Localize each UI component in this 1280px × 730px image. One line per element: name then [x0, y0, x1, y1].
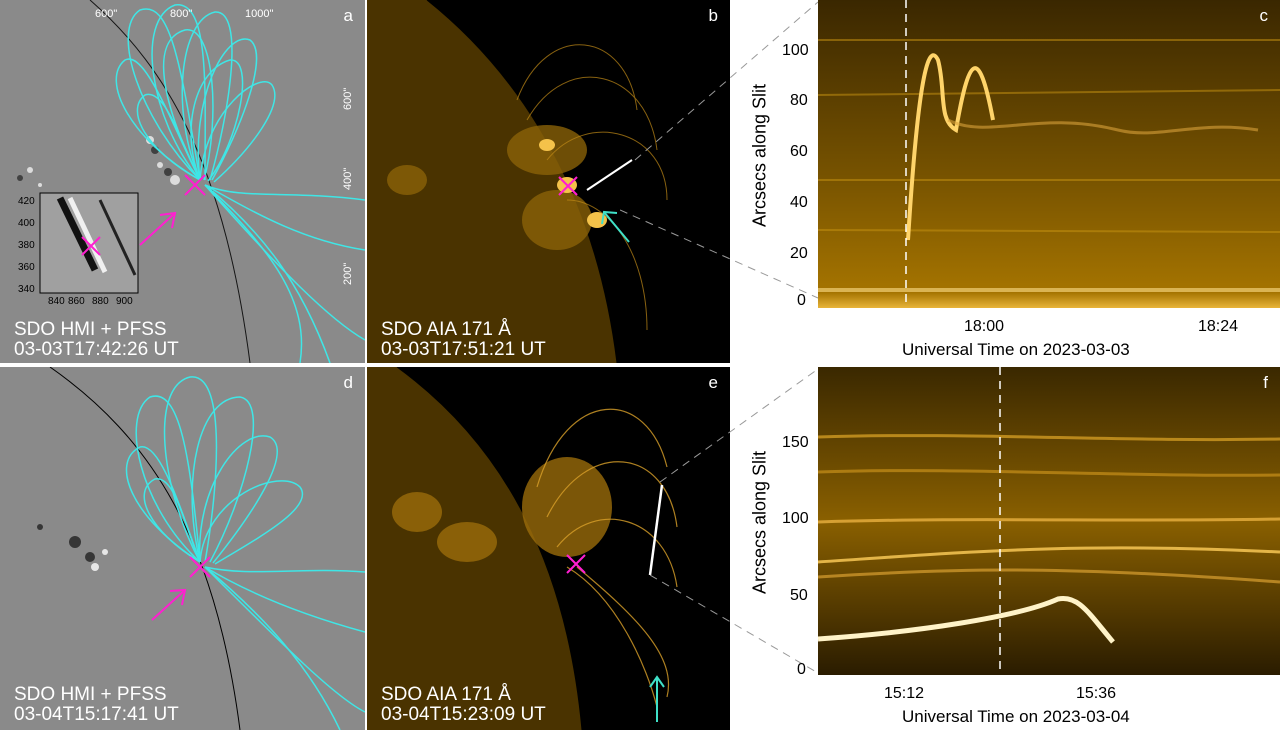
f-y-tick-0: 0: [797, 661, 806, 678]
caption-a-line1: SDO HMI + PFSS: [14, 319, 167, 340]
caption-a-line2: 03-03T17:42:26 UT: [14, 339, 179, 360]
f-y-axis-label: Arcsecs along Slit: [749, 450, 770, 595]
x-tick-800: 800": [170, 8, 193, 20]
caption-e-line2: 03-04T15:23:09 UT: [381, 704, 546, 725]
panel-c-time-distance: c: [818, 0, 1280, 308]
caption-b-line2: 03-03T17:51:21 UT: [381, 339, 546, 360]
c-y-tick-0: 0: [797, 292, 806, 309]
y-tick-600: 600": [342, 87, 354, 110]
panel-label-a: a: [343, 6, 353, 25]
inset-y-tick: 400: [18, 218, 35, 229]
panel-label-c: c: [1259, 6, 1269, 25]
f-x-tick-1512: 15:12: [884, 685, 925, 702]
caption-d-line1: SDO HMI + PFSS: [14, 684, 167, 705]
panel-label-d: d: [343, 373, 353, 392]
inset-x-tick: 880: [92, 296, 109, 307]
f-y-tick-100: 100: [782, 510, 809, 527]
c-y-tick-20: 20: [790, 245, 808, 262]
x-tick-1000: 1000": [245, 8, 274, 20]
f-y-tick-150: 150: [782, 434, 809, 451]
panel-f-time-distance: f: [818, 367, 1280, 675]
inset-y-tick: 420: [18, 196, 35, 207]
y-tick-400: 400": [342, 167, 354, 190]
slit-connector-f: [650, 368, 819, 674]
c-y-tick-60: 60: [790, 143, 808, 160]
inset-x-tick: 860: [68, 296, 85, 307]
panel-label-b: b: [708, 6, 718, 25]
panel-a-hmi-pfss: a 600" 800" 1000" 600" 400" 200" 420 400…: [0, 0, 365, 363]
panel-b-aia171: b SDO AIA 171 Å 03-03T17:51:21 UT: [367, 0, 730, 363]
c-x-axis-label: Universal Time on 2023-03-03: [902, 340, 1130, 359]
c-y-axis-label: Arcsecs along Slit: [749, 83, 770, 228]
inset-x-tick: 840: [48, 296, 65, 307]
f-x-tick-1536: 15:36: [1076, 685, 1117, 702]
f-y-tick-50: 50: [790, 587, 808, 604]
c-y-tick-100: 100: [782, 42, 809, 59]
panel-label-f: f: [1263, 373, 1268, 392]
c-y-tick-80: 80: [790, 92, 808, 109]
c-x-tick-1824: 18:24: [1198, 318, 1239, 335]
panel-label-e: e: [708, 373, 718, 392]
y-tick-200: 200": [342, 262, 354, 285]
caption-e-line1: SDO AIA 171 Å: [381, 684, 511, 705]
inset-y-tick: 380: [18, 240, 35, 251]
inset-x-tick: 900: [116, 296, 133, 307]
caption-b-line1: SDO AIA 171 Å: [381, 319, 511, 340]
inset-y-tick: 340: [18, 284, 35, 295]
c-x-tick-1800: 18:00: [964, 318, 1005, 335]
f-x-axis-label: Universal Time on 2023-03-04: [902, 707, 1130, 726]
panel-d-hmi-pfss: d SDO HMI + PFSS 03-04T15:17:41 UT: [0, 367, 365, 730]
slit-connector-c: [620, 1, 819, 299]
panel-e-aia171: e SDO AIA 171 Å 03-04T15:23:09 UT: [367, 367, 730, 730]
caption-d-line2: 03-04T15:17:41 UT: [14, 704, 179, 725]
c-y-tick-40: 40: [790, 194, 808, 211]
inset-y-tick: 360: [18, 262, 35, 273]
x-tick-600: 600": [95, 8, 118, 20]
